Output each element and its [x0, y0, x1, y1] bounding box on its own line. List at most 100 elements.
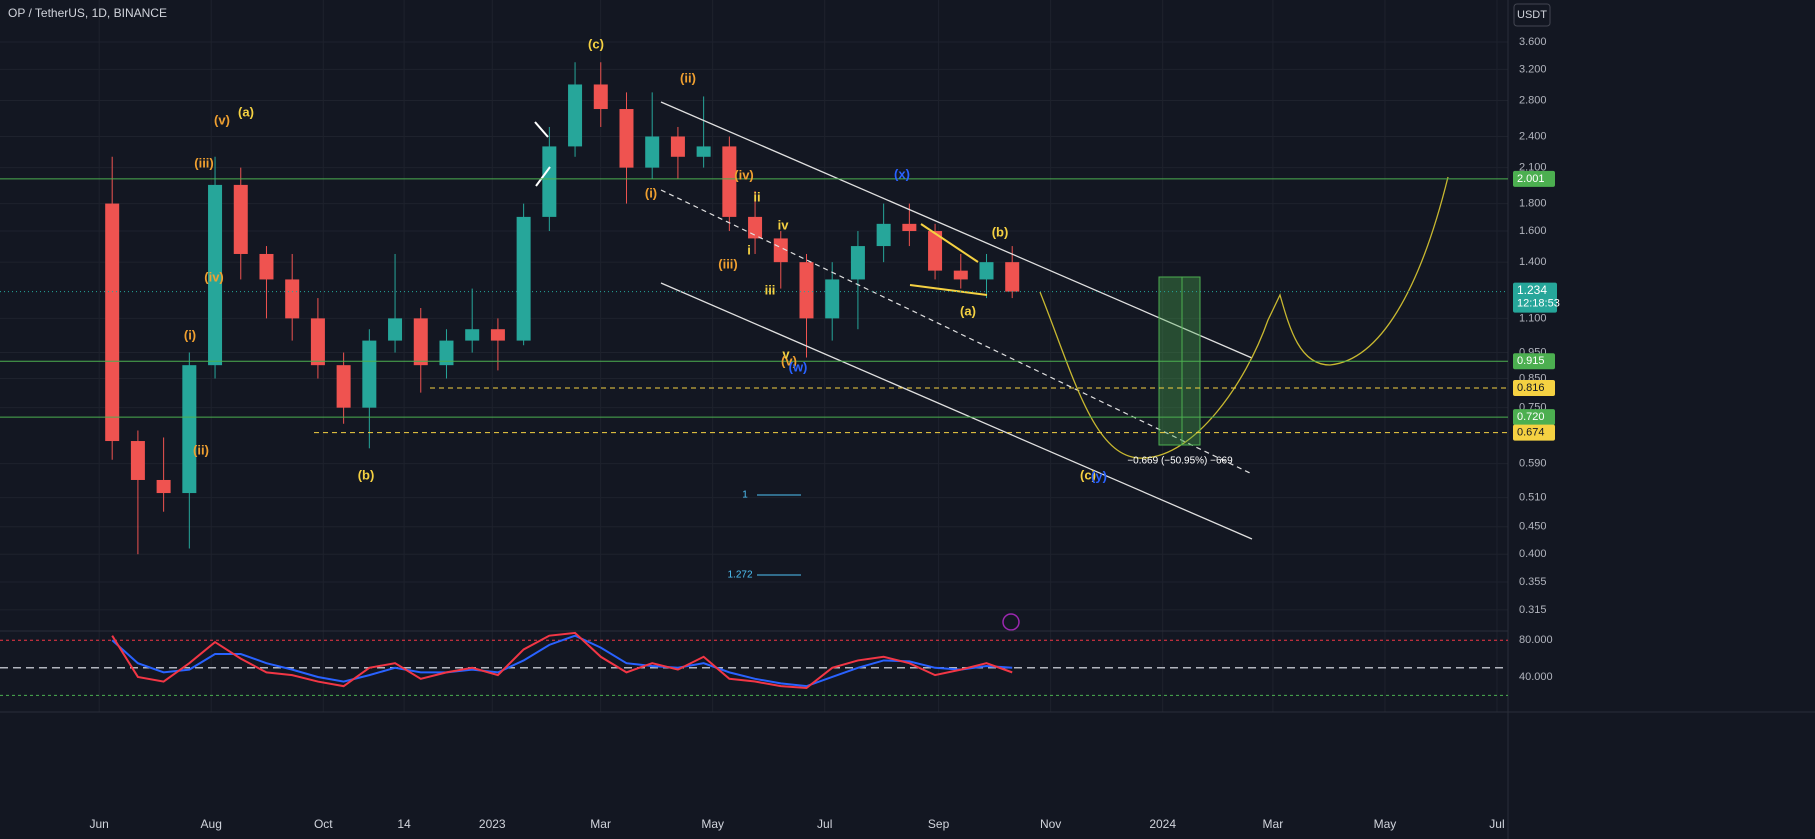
rsi-line: [111, 634, 1013, 688]
wave-label: (ii): [680, 70, 696, 85]
candle-body: [516, 216, 531, 341]
rsi-tick-label: 40.000: [1519, 671, 1553, 683]
wave-label: (x): [894, 166, 910, 181]
wave-label: (w): [789, 359, 808, 374]
x-tick-label: Sep: [928, 817, 950, 831]
candle-body: [953, 270, 968, 280]
candle-body: [208, 184, 223, 366]
candle-body: [876, 223, 891, 247]
y-tick-label: 3.600: [1519, 36, 1547, 48]
level-label: 2.001: [1517, 173, 1545, 185]
candle-body: [645, 136, 660, 168]
x-tick-label: Aug: [201, 817, 222, 831]
wave-label: (iv): [204, 269, 224, 284]
wave-label: (iii): [194, 155, 214, 170]
candle-body: [593, 84, 608, 110]
y-tick-label: 2.400: [1519, 130, 1547, 142]
candle-body: [413, 318, 428, 366]
candle-body: [773, 238, 788, 263]
candle-body: [130, 441, 145, 480]
wave-label: −0.669 (−50.95%) −669: [1127, 456, 1233, 467]
currency-label[interactable]: USDT: [1517, 9, 1547, 21]
wave-label: (b): [992, 224, 1009, 239]
wave-label: (b): [358, 467, 375, 482]
wave-label: (v): [214, 112, 230, 127]
y-tick-label: 0.315: [1519, 604, 1547, 616]
y-tick-label: 0.450: [1519, 521, 1547, 533]
y-tick-label: 0.590: [1519, 458, 1547, 470]
rsi-tick-label: 80.000: [1519, 634, 1553, 646]
candle-body: [490, 329, 505, 341]
x-tick-label: May: [1374, 817, 1397, 831]
wave-label: (ii): [193, 442, 209, 457]
level-label-bg: [1513, 353, 1555, 370]
candle-body: [748, 216, 763, 239]
y-tick-label: 0.355: [1519, 576, 1547, 588]
wave-label: (c): [588, 36, 604, 51]
wave-label: (v): [781, 353, 797, 368]
level-label-bg: [1513, 170, 1555, 187]
x-tick-label: Oct: [314, 817, 333, 831]
wave-label: i: [747, 242, 751, 257]
candle-body: [825, 279, 840, 319]
candle-body: [1005, 262, 1020, 292]
y-tick-label: 1.100: [1519, 312, 1547, 324]
y-tick-label: 3.200: [1519, 63, 1547, 75]
candle-body: [388, 318, 403, 341]
currency-button[interactable]: [1513, 3, 1551, 27]
y-tick-label: 0.400: [1519, 548, 1547, 560]
x-tick-label: Jul: [817, 817, 832, 831]
wave-label: (c): [1080, 467, 1096, 482]
candle-body: [259, 253, 274, 280]
wave-label: (iv): [734, 167, 754, 182]
candle-body: [979, 262, 994, 280]
projection-path: [1039, 176, 1449, 459]
triangle-upper: [920, 223, 979, 263]
wave-label: (i): [184, 327, 196, 342]
level-label: 0.674: [1517, 426, 1545, 438]
candle-body: [619, 109, 634, 168]
candle-body: [465, 329, 480, 341]
candle-body: [285, 279, 300, 319]
event-icon[interactable]: [1002, 613, 1020, 631]
x-tick-label: 14: [397, 817, 411, 831]
x-tick-label: Nov: [1040, 817, 1061, 831]
y-tick-label: 1.800: [1519, 197, 1547, 209]
candle-body: [233, 184, 248, 254]
x-tick-label: Mar: [1263, 817, 1284, 831]
candle-body: [902, 223, 917, 232]
candle-body: [670, 136, 685, 157]
mini-line: [534, 121, 549, 138]
level-label: 0.720: [1517, 411, 1545, 423]
candle-body: [310, 318, 325, 366]
wave-label: (y): [1091, 468, 1107, 483]
y-tick-label: 0.510: [1519, 491, 1547, 503]
candle-body: [439, 340, 454, 366]
last-price-bg: [1513, 282, 1557, 313]
wave-label: iv: [778, 217, 790, 232]
candle-body: [850, 246, 865, 280]
wave-label: (a): [960, 303, 976, 318]
y-tick-label: 2.800: [1519, 94, 1547, 106]
candle-body: [568, 84, 583, 147]
level-label-bg: [1513, 424, 1555, 441]
x-tick-label: Jun: [90, 817, 109, 831]
x-tick-label: Mar: [590, 817, 611, 831]
countdown: 12:18:53: [1517, 297, 1560, 309]
y-tick-label: 1.600: [1519, 225, 1547, 237]
wave-label: (a): [238, 104, 254, 119]
x-tick-label: May: [701, 817, 724, 831]
triangle-lower: [909, 284, 988, 296]
wave-label: 1.272: [727, 570, 752, 581]
wave-label: 1: [742, 490, 748, 501]
candle-body: [362, 340, 377, 408]
marks: [105, 62, 1020, 555]
y-tick-label: 1.400: [1519, 256, 1547, 268]
last-price-label: 1.234: [1517, 283, 1547, 297]
channel-upper: [660, 101, 1253, 359]
level-label-bg: [1513, 409, 1555, 426]
wave-label: v: [782, 346, 790, 361]
x-tick-label: 2024: [1149, 817, 1176, 831]
x-tick-label: 2023: [479, 817, 506, 831]
candle-body: [542, 146, 557, 217]
